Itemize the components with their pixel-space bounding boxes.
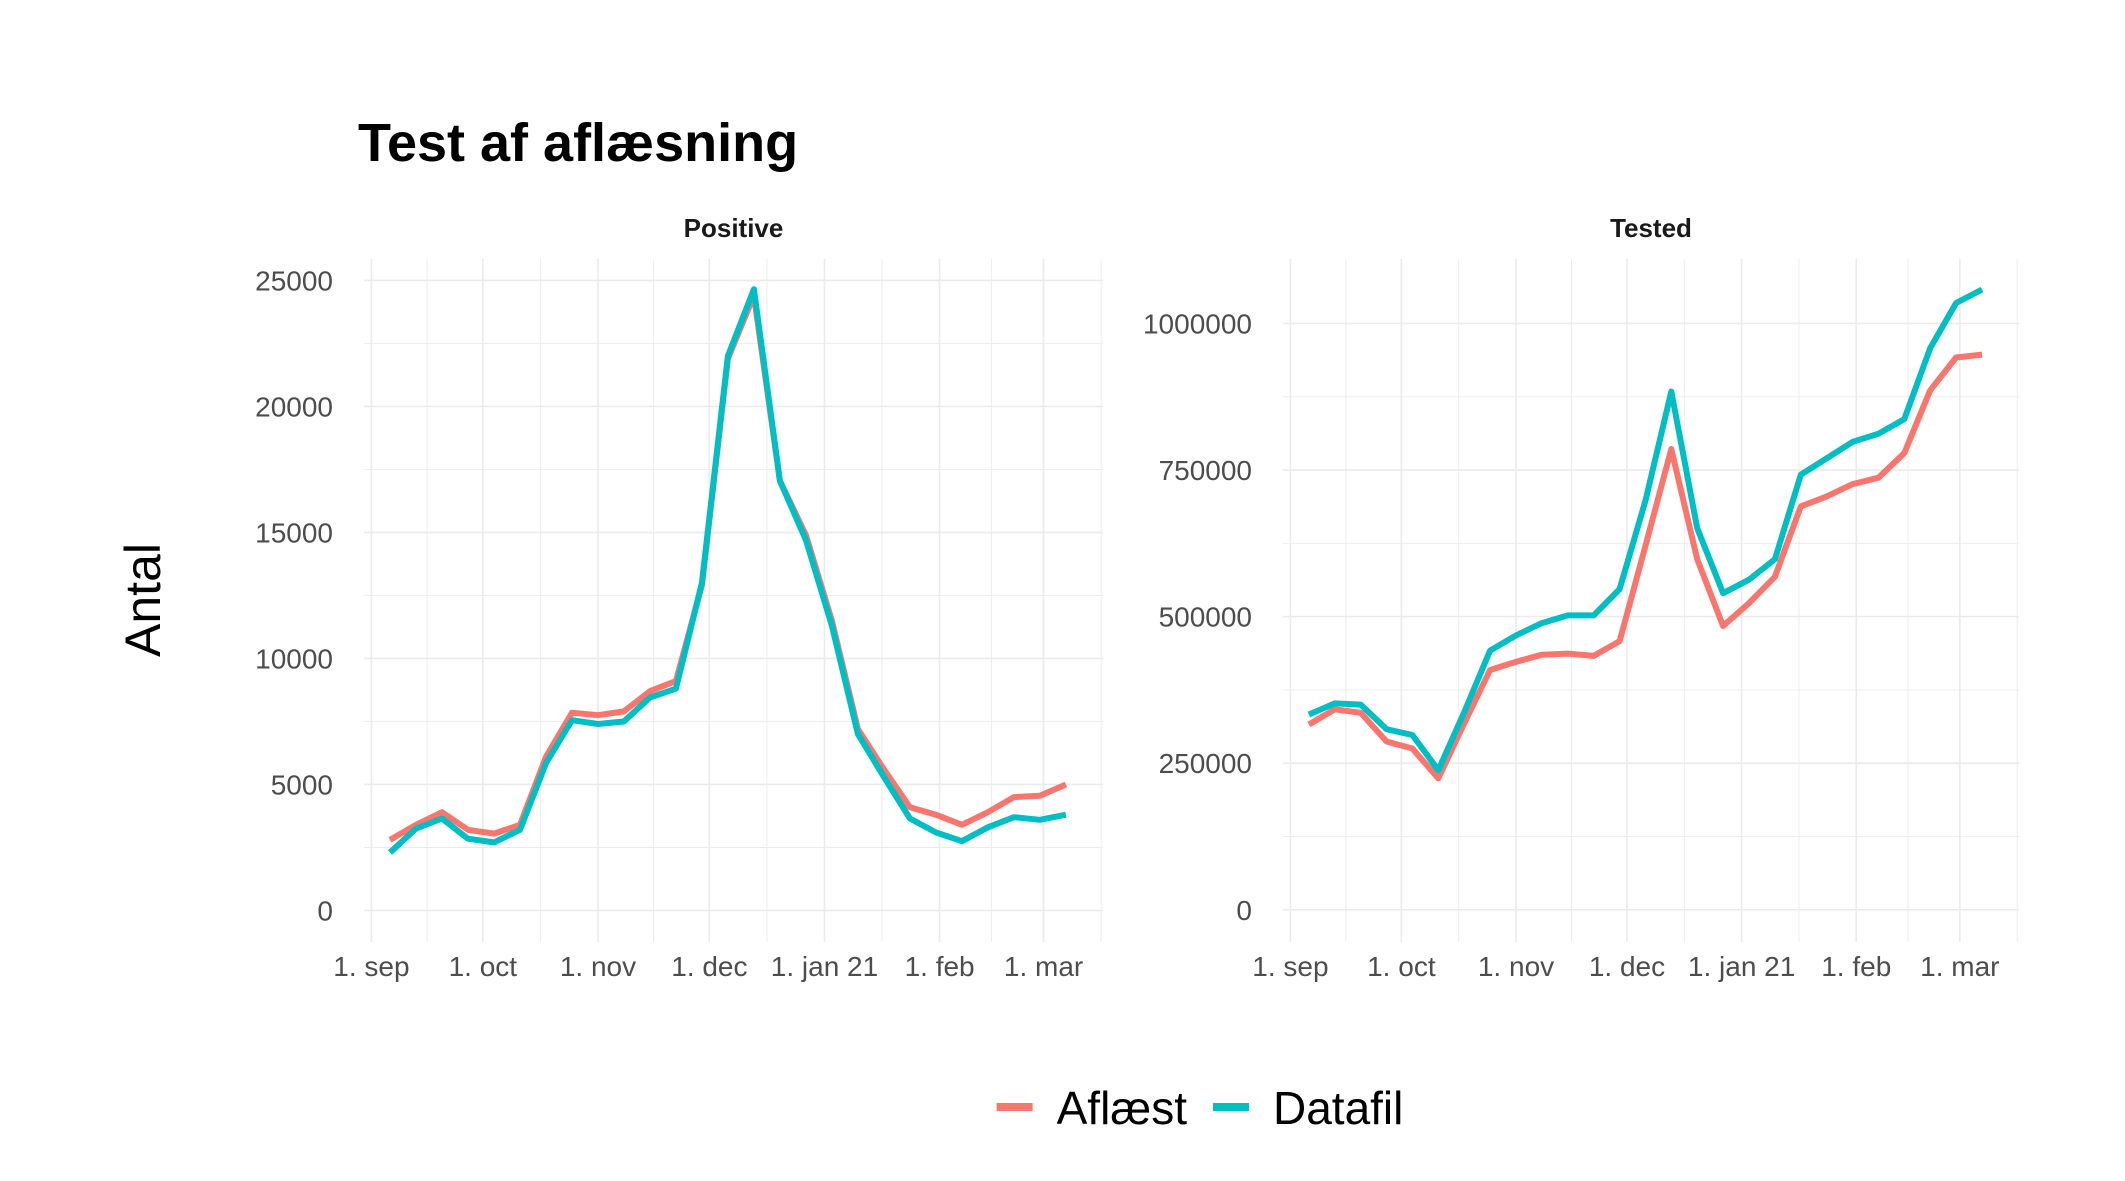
panel-tested: Tested 0 250000 500000 750000 1000000 1. sep 1.… — [1143, 213, 2019, 982]
legend: Aflæst Datafil — [996, 1082, 1403, 1134]
y-tick-label: 0 — [317, 895, 333, 926]
x-tick-label: 1. dec — [1589, 951, 1665, 982]
x-tick-label: 1. oct — [1367, 951, 1436, 982]
x-tick-label: 1. jan 21 — [1688, 951, 1795, 982]
y-tick-label: 0 — [1236, 895, 1252, 926]
x-tick-label: 1. sep — [1252, 951, 1328, 982]
x-tick-label: 1. jan 21 — [771, 951, 878, 982]
series-line-datafil — [1307, 286, 1984, 774]
series-line-datafil — [387, 286, 1067, 855]
legend-label-aflaest: Aflæst — [1057, 1082, 1188, 1134]
legend-item-datafil: Datafil — [1212, 1082, 1403, 1134]
x-tick-label: 1. feb — [1821, 951, 1891, 982]
y-axis-label: Antal — [115, 543, 171, 657]
y-tick-label: 10000 — [255, 643, 333, 674]
x-tick-label: 1. nov — [560, 951, 636, 982]
x-tick-label: 1. feb — [905, 951, 975, 982]
x-tick-label: 1. nov — [1478, 951, 1554, 982]
y-tick-label: 5000 — [271, 769, 333, 800]
panel-positive: Positive 0 5000 10000 15000 20000 25000 1. sep 1… — [255, 213, 1103, 982]
x-tick-label: 1. dec — [671, 951, 747, 982]
chart-title: Test af aflæsning — [358, 113, 798, 173]
x-tick-label: 1. mar — [1004, 951, 1083, 982]
facet-panels: Positive 0 5000 10000 15000 20000 25000 1. sep 1… — [255, 213, 2019, 982]
facet-title: Tested — [1610, 213, 1692, 243]
y-tick-label: 25000 — [255, 265, 333, 296]
y-tick-label: 750000 — [1159, 455, 1252, 486]
y-tick-label: 15000 — [255, 517, 333, 548]
y-tick-label: 500000 — [1159, 602, 1252, 633]
x-tick-label: 1. mar — [1920, 951, 1999, 982]
x-tick-label: 1. oct — [449, 951, 518, 982]
facet-title: Positive — [684, 213, 784, 243]
y-tick-label: 1000000 — [1143, 308, 1252, 339]
x-tick-label: 1. sep — [333, 951, 409, 982]
series-line-aflaest — [1307, 351, 1983, 782]
y-tick-label: 250000 — [1159, 748, 1252, 779]
y-tick-label: 20000 — [255, 391, 333, 422]
legend-label-datafil: Datafil — [1273, 1082, 1403, 1134]
legend-item-aflaest: Aflæst — [996, 1082, 1188, 1134]
